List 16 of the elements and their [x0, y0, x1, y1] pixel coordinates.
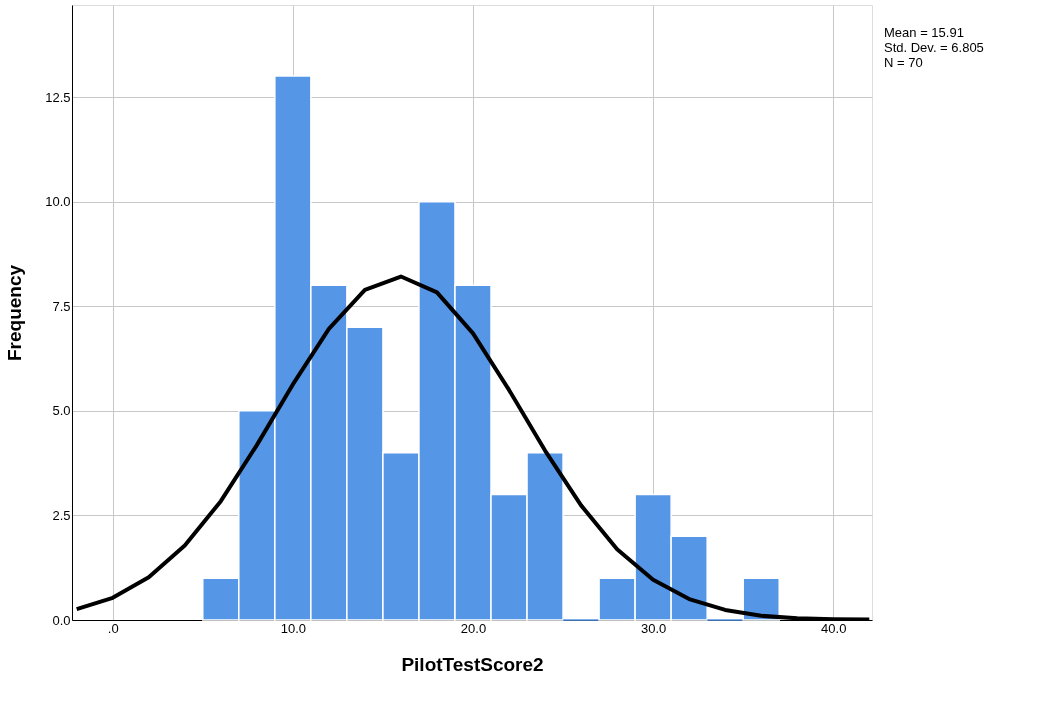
- x-tick-label: 40.0: [821, 620, 847, 636]
- y-tick-label: 7.5: [52, 298, 71, 314]
- y-tick-label: 10.0: [45, 194, 71, 210]
- x-tick-label: 30.0: [640, 620, 667, 636]
- y-tick-label: 12.5: [45, 89, 71, 105]
- y-tick-label: 0.0: [52, 612, 71, 628]
- x-tick-label: 20.0: [460, 620, 487, 636]
- y-tick-label: 5.0: [52, 403, 71, 419]
- y-tick-label: 2.5: [52, 507, 71, 523]
- x-axis-title: PilotTestScore2: [401, 653, 544, 675]
- text: Std. Dev. = 6.805: [884, 40, 984, 55]
- x-tick-label: 10.0: [280, 620, 307, 636]
- text: N = 70: [884, 55, 923, 70]
- x-tick-label: .0: [107, 620, 119, 636]
- text: Mean = 15.91: [884, 25, 964, 40]
- y-axis-title: Frequency: [4, 264, 26, 362]
